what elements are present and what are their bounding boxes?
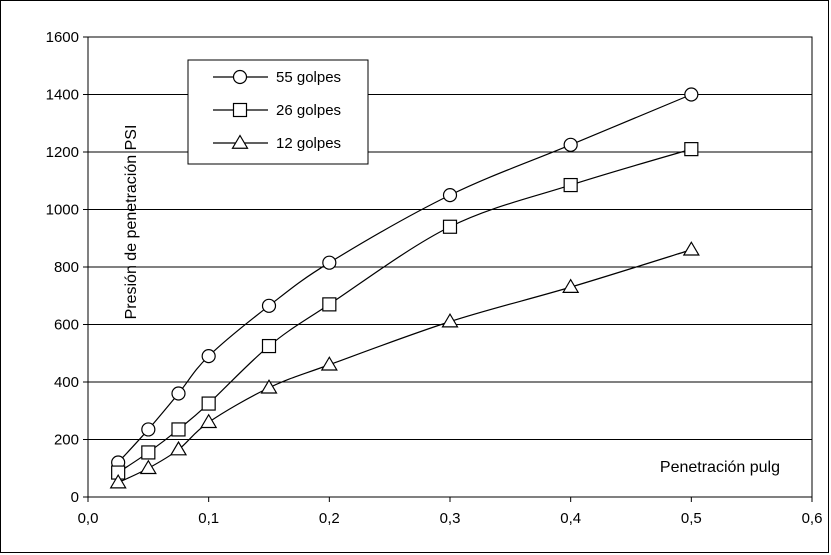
legend-entry: 55 golpes xyxy=(213,69,341,86)
data-point xyxy=(261,298,277,313)
series-line xyxy=(117,93,692,463)
legend-marker xyxy=(231,134,249,149)
data-point xyxy=(109,473,127,489)
y-axis-title: Presión de penetración PSI xyxy=(123,125,140,320)
data-point xyxy=(200,413,218,429)
data-point xyxy=(261,338,277,354)
data-point xyxy=(260,379,278,394)
data-point xyxy=(201,396,216,411)
data-point xyxy=(169,440,188,456)
data-point xyxy=(684,87,699,102)
x-tick-label: 0,3 xyxy=(440,510,461,527)
data-point xyxy=(141,422,156,437)
x-tick-label: 0,5 xyxy=(681,510,702,527)
data-point xyxy=(442,219,458,234)
legend-entry: 26 golpes xyxy=(213,102,341,119)
series-circle xyxy=(111,87,699,470)
data-point xyxy=(563,177,578,193)
x-tick-label: 0,2 xyxy=(319,510,340,527)
data-point xyxy=(441,312,459,328)
y-tick-label: 800 xyxy=(54,259,79,276)
data-point xyxy=(139,459,157,475)
x-tick-label: 0,4 xyxy=(560,510,581,527)
y-tick-label: 1000 xyxy=(46,202,79,219)
data-point xyxy=(682,241,700,256)
data-point xyxy=(442,188,458,203)
legend-label: 26 golpes xyxy=(276,102,341,119)
series-triangle xyxy=(109,241,700,489)
y-tick-label: 1600 xyxy=(46,29,79,46)
legend-marker xyxy=(232,102,248,118)
data-point xyxy=(320,356,338,371)
legend-label: 12 golpes xyxy=(276,135,341,152)
data-point xyxy=(171,386,186,401)
series xyxy=(109,87,700,489)
data-point xyxy=(684,142,699,157)
legend-label: 55 golpes xyxy=(276,69,341,86)
data-point xyxy=(171,422,186,437)
series-square xyxy=(111,142,699,480)
legend-entry: 12 golpes xyxy=(213,134,341,152)
y-tick-label: 200 xyxy=(54,432,79,449)
x-tick-label: 0,1 xyxy=(198,510,219,527)
data-point xyxy=(201,349,216,364)
data-point xyxy=(141,445,156,460)
axes: 0 200 400 600 800 1000 1200 1400 1600 0,0 0,1 0,2 0,… xyxy=(46,29,823,527)
series-line xyxy=(117,148,692,474)
x-tick-label: 0,6 xyxy=(802,510,823,527)
data-point xyxy=(562,278,580,293)
y-tick-label: 1200 xyxy=(46,144,79,161)
data-point xyxy=(322,297,337,312)
y-tick-label: 400 xyxy=(54,374,79,391)
y-tick-label: 0 xyxy=(71,489,79,506)
series-line xyxy=(117,249,692,484)
y-tick-label: 600 xyxy=(54,317,79,334)
legend: 55 golpes 26 golpes 12 golpes xyxy=(187,59,369,165)
x-tick-label: 0,0 xyxy=(78,510,99,527)
data-point xyxy=(322,255,337,270)
data-point xyxy=(563,137,578,152)
x-axis-title: Penetración pulg xyxy=(660,459,780,476)
y-tick-label: 1400 xyxy=(46,87,79,104)
legend-marker xyxy=(232,69,248,85)
